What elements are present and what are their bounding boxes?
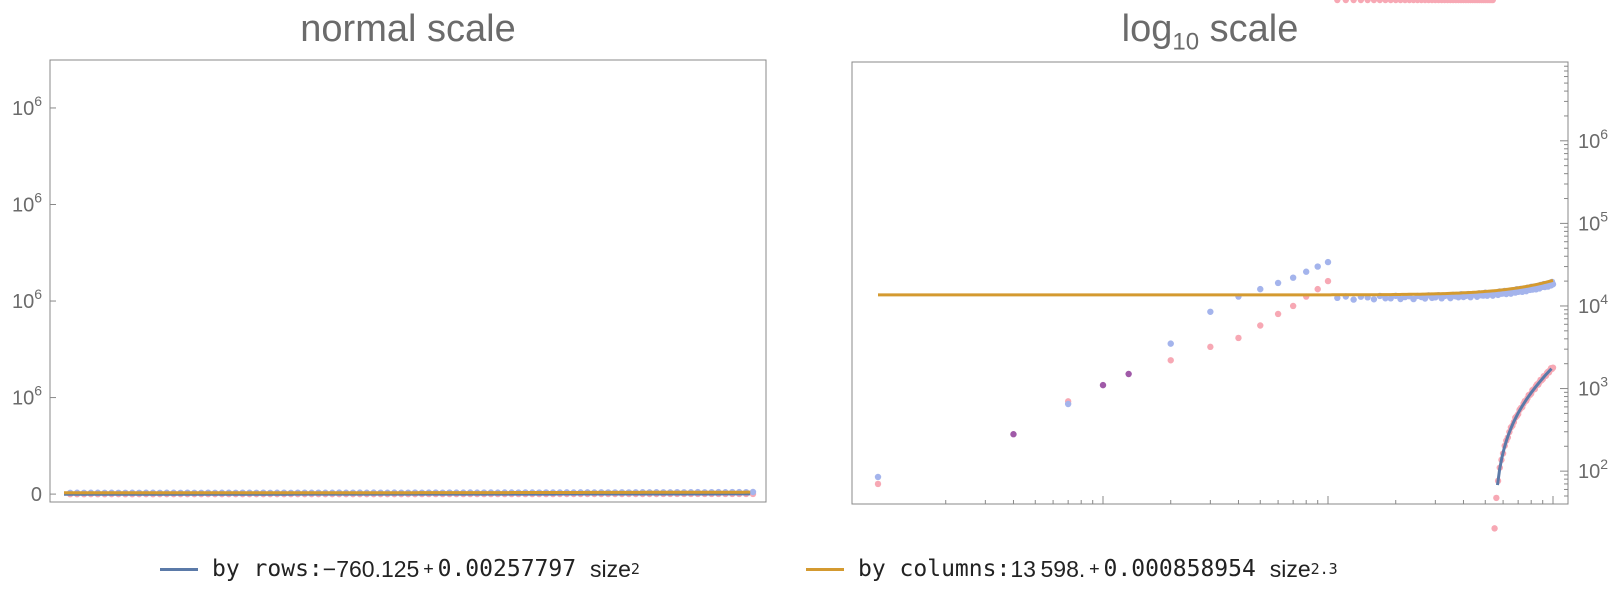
right-title-tail: scale (1199, 8, 1299, 50)
right-point-rows (1274, 310, 1282, 318)
right-point-cols (1207, 308, 1214, 315)
left-fit-line-cols (64, 490, 751, 495)
right-point-rows (1289, 302, 1297, 310)
right-point-cols (874, 473, 882, 481)
right-plot-frame (851, 61, 1569, 505)
right-title-subscript: 10 (1172, 28, 1200, 56)
right-point-cols (1350, 296, 1357, 303)
right-point-rows (1324, 277, 1332, 285)
left-chart: 0 106 106 106 106 (12, 59, 767, 506)
right-point-rows (1364, 0, 1371, 4)
right-point-cols (1289, 274, 1297, 281)
right-point-rows (1493, 494, 1500, 502)
right-point-overlap (1125, 370, 1132, 378)
legend-rows-const: −760.125 (322, 555, 420, 582)
right-point-rows (1489, 0, 1496, 4)
right-point-rows (1235, 334, 1242, 342)
right-point-cols (1382, 295, 1389, 302)
right-point-rows (1207, 343, 1214, 351)
legend-cols-swatch (806, 567, 844, 571)
right-point-cols (1302, 268, 1310, 275)
right-point-rows (1257, 322, 1264, 329)
legend-cols-const: 13 598. (1010, 555, 1086, 582)
right-point-rows (874, 480, 882, 488)
right-title-log: log (1121, 8, 1173, 50)
right-point-rows (1350, 0, 1357, 4)
left-plot-frame (49, 59, 767, 503)
right-point-cols (1549, 281, 1557, 288)
legend-rows-label: by rows: (212, 556, 323, 582)
legend-cols-label: by columns: (858, 556, 1011, 582)
left-y-tick-label: 106 (12, 189, 42, 216)
legend-rows-plus: + (423, 559, 434, 579)
right-y-tick-label: 102 (1578, 456, 1608, 483)
left-y-tick-label: 106 (12, 93, 42, 120)
right-point-cols (1257, 285, 1264, 293)
right-point-rows (1357, 0, 1365, 4)
right-chart-title: log10 scale (852, 8, 1568, 57)
right-point-rows (1167, 357, 1174, 364)
right-point-rows (1392, 0, 1399, 4)
right-point-rows (1382, 0, 1389, 4)
right-fit-line-rows (1496, 367, 1553, 486)
right-point-rows (1314, 285, 1321, 293)
left-y-tick-label: 0 (31, 484, 42, 506)
legend-by-rows: by rows: −760.125 + 0.00257797 size 2 (160, 553, 640, 585)
legend-by-columns: by columns: 13 598. + 0.000858954 size 2.… (806, 553, 1338, 585)
right-point-rows (1491, 525, 1498, 532)
right-y-tick-label: 104 (1578, 291, 1608, 318)
right-y-tick-label: 106 (1578, 126, 1608, 153)
legend-cols-plus: + (1089, 559, 1100, 579)
left-chart-title: normal scale (300, 8, 516, 50)
right-point-cols (1167, 340, 1174, 347)
right-point-cols (1314, 263, 1321, 270)
right-point-rows (1387, 0, 1394, 4)
right-point-cols (1370, 296, 1378, 303)
right-point-rows (1342, 0, 1350, 4)
right-point-rows (1334, 0, 1341, 4)
right-point-overlap (1010, 431, 1017, 438)
left-y-tick-label: 106 (12, 286, 42, 313)
left-y-tick-label: 106 (12, 383, 42, 410)
right-point-cols (1324, 258, 1332, 266)
right-y-tick-label: 105 (1578, 208, 1608, 235)
legend-cols-var: size (1269, 555, 1311, 582)
legend-cols-coef: 0.000858954 (1103, 556, 1256, 582)
right-point-cols (1274, 279, 1282, 287)
legend-cols-exp: 2.3 (1310, 560, 1338, 578)
right-point-overlap (1099, 381, 1107, 389)
right-point-cols (1387, 295, 1394, 302)
right-point-rows (1376, 0, 1384, 4)
legend-rows-exp: 2 (630, 560, 640, 578)
left-point-cols (749, 488, 757, 496)
right-fit-line-cols (878, 278, 1554, 297)
right-chart: 102 103 104 105 106 (851, 0, 1608, 532)
legend-rows-var: size (589, 555, 631, 582)
legend-rows-coef: 0.00257797 (437, 556, 577, 582)
right-point-rows (1370, 0, 1378, 4)
right-y-tick-label: 103 (1578, 374, 1608, 401)
legend-rows-swatch (160, 567, 198, 571)
right-point-cols (1064, 400, 1072, 408)
